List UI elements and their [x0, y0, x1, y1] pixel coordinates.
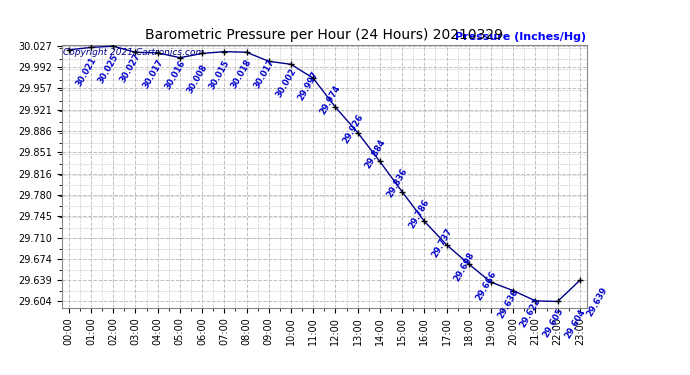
Text: 30.017: 30.017 — [141, 58, 165, 90]
Text: 29.639: 29.639 — [585, 286, 609, 318]
Text: 30.002: 30.002 — [275, 67, 298, 99]
Text: 29.974: 29.974 — [319, 84, 343, 116]
Text: 29.737: 29.737 — [430, 227, 454, 259]
Text: 29.604: 29.604 — [563, 307, 587, 339]
Text: 29.884: 29.884 — [363, 138, 387, 171]
Text: 29.997: 29.997 — [297, 70, 320, 102]
Text: 29.622: 29.622 — [519, 296, 543, 329]
Text: 30.008: 30.008 — [186, 63, 209, 96]
Text: 29.666: 29.666 — [474, 270, 498, 302]
Text: 29.698: 29.698 — [452, 250, 476, 283]
Text: 29.836: 29.836 — [386, 167, 409, 200]
Text: 29.605: 29.605 — [541, 306, 565, 339]
Text: 29.786: 29.786 — [408, 197, 431, 230]
Text: 30.015: 30.015 — [208, 59, 232, 92]
Text: 30.018: 30.018 — [230, 57, 254, 90]
Text: 29.926: 29.926 — [341, 113, 365, 145]
Text: 30.025: 30.025 — [97, 53, 121, 86]
Text: 30.016: 30.016 — [164, 58, 187, 91]
Text: 30.017: 30.017 — [252, 58, 276, 90]
Text: Copyright 2021 Cartronics.com: Copyright 2021 Cartronics.com — [63, 48, 204, 57]
Text: 30.027: 30.027 — [119, 52, 143, 84]
Title: Barometric Pressure per Hour (24 Hours) 20210329: Barometric Pressure per Hour (24 Hours) … — [146, 28, 503, 42]
Text: Pressure (Inches/Hg): Pressure (Inches/Hg) — [455, 32, 586, 42]
Text: 30.021: 30.021 — [75, 56, 98, 88]
Text: 29.636: 29.636 — [497, 288, 520, 320]
